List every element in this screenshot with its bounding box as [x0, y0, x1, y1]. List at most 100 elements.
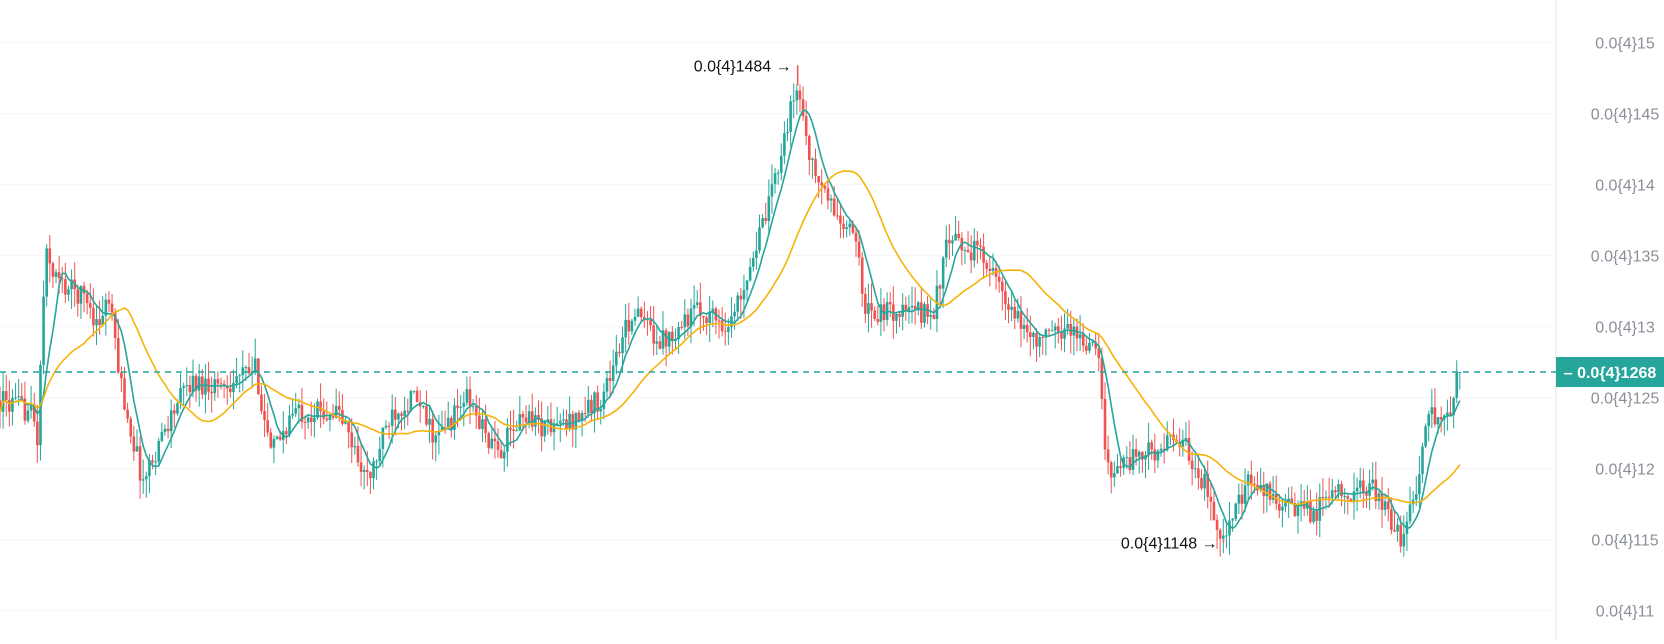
candle-body	[344, 421, 347, 424]
candle-body	[988, 268, 992, 271]
candle-body	[546, 419, 550, 422]
candle-body	[123, 378, 126, 410]
candle	[204, 364, 207, 414]
candle-body	[1436, 417, 1440, 425]
candle-body	[446, 417, 450, 428]
candle-body	[241, 367, 245, 376]
candle-body	[151, 460, 154, 463]
candle-body	[823, 185, 827, 189]
candle-body	[36, 421, 39, 446]
candle	[680, 320, 683, 330]
candle	[605, 371, 609, 398]
candle-body	[848, 223, 852, 228]
candle-body	[1246, 474, 1250, 486]
candle	[586, 386, 590, 418]
candle-body	[966, 249, 970, 253]
candle	[618, 343, 621, 358]
candle	[1396, 518, 1399, 542]
candle	[291, 398, 294, 419]
candle	[870, 283, 873, 328]
candle-body	[4, 391, 8, 401]
candle-body	[359, 462, 363, 473]
candle	[502, 446, 506, 472]
candle-body	[1349, 498, 1353, 501]
candle-body	[390, 409, 394, 426]
candle-body	[288, 415, 291, 435]
candle-body	[615, 351, 618, 366]
candle-body	[1156, 450, 1160, 461]
candle-body	[888, 302, 892, 305]
candle	[643, 301, 646, 329]
candle-body	[867, 303, 870, 314]
candle-body	[1106, 449, 1110, 463]
candle	[854, 227, 858, 257]
candle-body	[699, 302, 702, 316]
candle	[506, 417, 509, 467]
candle-body	[1455, 372, 1459, 398]
candle-body	[901, 304, 904, 317]
candle-body	[655, 341, 659, 344]
candle	[795, 84, 799, 115]
candle	[580, 410, 584, 437]
y-tick-label: 0.0{4}145	[1591, 107, 1660, 124]
candle	[126, 402, 129, 424]
candle	[48, 235, 52, 283]
candle-body	[1374, 479, 1378, 502]
candle-body	[586, 399, 590, 414]
candle	[409, 389, 413, 413]
candle	[1346, 493, 1350, 515]
candle	[362, 465, 366, 490]
candle	[836, 198, 839, 220]
candle-body	[1250, 474, 1253, 484]
candle	[29, 385, 33, 419]
candle-body	[652, 325, 655, 344]
candle	[1038, 332, 1041, 358]
candle-body	[0, 400, 2, 412]
candle-body	[1240, 494, 1244, 504]
candle-body	[263, 411, 266, 421]
candle-body	[985, 262, 989, 269]
candle-body	[79, 285, 83, 304]
candle	[611, 349, 615, 394]
candle-body	[1193, 468, 1197, 470]
candle-body	[907, 307, 911, 312]
candle	[985, 259, 989, 275]
candle-body	[1330, 490, 1334, 498]
candle-body	[786, 131, 789, 134]
candle-body	[829, 198, 833, 201]
candle-body	[1028, 332, 1032, 338]
candle	[113, 308, 117, 350]
candle-body	[1221, 535, 1225, 539]
candle-body	[120, 372, 123, 379]
candle	[285, 427, 288, 445]
candle	[764, 202, 768, 225]
candle-body	[692, 304, 696, 309]
candle	[711, 300, 715, 328]
candle	[60, 267, 64, 294]
candle-body	[951, 240, 954, 244]
candle	[1088, 332, 1091, 354]
candle-body	[776, 172, 780, 174]
candle	[1181, 429, 1185, 457]
candle-body	[509, 427, 512, 430]
candle	[1057, 317, 1060, 344]
candle-body	[920, 302, 923, 323]
candle	[1380, 477, 1384, 528]
candle-body	[870, 303, 873, 311]
candle-body	[524, 417, 528, 423]
candle	[524, 405, 528, 435]
candle	[166, 416, 170, 439]
candle	[1041, 334, 1045, 355]
candle-body	[372, 461, 375, 479]
candle-body	[1088, 342, 1091, 351]
candle	[297, 398, 301, 424]
candle-body	[839, 215, 842, 224]
candle	[300, 387, 304, 429]
candle-body	[636, 308, 640, 317]
candle	[79, 285, 83, 319]
candle-body	[381, 427, 385, 449]
candle-body	[773, 173, 777, 185]
candle-body	[70, 279, 73, 290]
